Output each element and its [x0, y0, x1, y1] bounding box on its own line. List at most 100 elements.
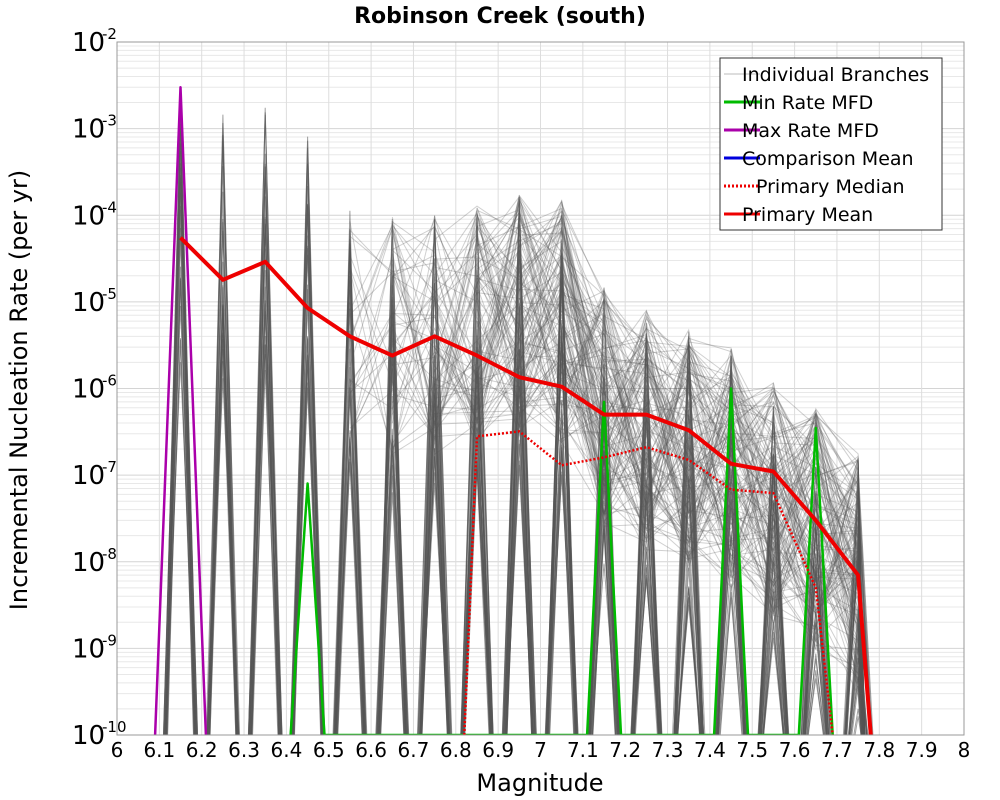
branch-spike [805, 622, 827, 735]
branch-tail [349, 231, 864, 735]
y-tick-exponent: -4 [102, 198, 117, 216]
branch-spike [759, 422, 788, 735]
x-tick-label: 6 [111, 738, 124, 762]
branch-tail [518, 275, 866, 735]
branch-spike [335, 430, 365, 735]
y-axis-label: Incremental Nucleation Rate (per yr) [5, 170, 33, 610]
branch-tail [518, 310, 866, 735]
branch-tail [434, 207, 865, 735]
branch-spike [805, 633, 827, 735]
branch-spike [375, 316, 410, 735]
branch-tail [391, 212, 866, 735]
branch-tail [518, 269, 864, 735]
branch-spike [806, 658, 826, 735]
legend-label: Individual Branches [742, 64, 929, 86]
branch-tail [349, 222, 864, 735]
branch-tail [391, 216, 865, 735]
x-tick-label: 7 [534, 738, 547, 762]
branch-tail [476, 283, 863, 735]
branch-spike [800, 413, 831, 735]
branch-spike [842, 466, 874, 735]
branch-tail [391, 249, 866, 735]
y-tick-label: 10-3 [72, 112, 117, 145]
branch-tail [476, 275, 865, 735]
branch-tail [476, 207, 863, 735]
branch-spike [546, 331, 577, 735]
branch-spike [289, 248, 326, 735]
branch-spike [504, 196, 535, 735]
branch-spike [807, 670, 824, 735]
y-tick-base: 10 [72, 548, 105, 578]
y-tick-label: 10-5 [72, 285, 117, 318]
branch-spike [250, 224, 280, 735]
branch-spike [251, 369, 280, 735]
branch-spike [849, 668, 867, 735]
branch-spike [463, 321, 491, 735]
branch-tail [391, 194, 863, 735]
branch-tail [561, 315, 864, 735]
branch-tail [476, 208, 865, 735]
branch-spike [289, 185, 326, 735]
branch-tail [434, 286, 865, 735]
branch-spike [807, 653, 825, 735]
legend-label: Max Rate MFD [742, 120, 879, 142]
branch-spike [806, 619, 826, 735]
branch-spike [676, 596, 702, 735]
series-lines [153, 86, 873, 735]
branch-spike [503, 349, 535, 735]
branch-spike [208, 221, 238, 735]
branch-spike [848, 608, 868, 735]
plot-border [116, 41, 965, 736]
branch-tail [391, 226, 865, 735]
branch-spike [503, 239, 536, 735]
branch-spike [505, 306, 533, 735]
y-tick-exponent: -3 [102, 112, 117, 130]
branch-spike [461, 222, 493, 735]
x-tick-label: 6.3 [228, 738, 260, 762]
branch-tail [476, 271, 865, 735]
branch-tail [391, 342, 865, 735]
branch-spike [380, 475, 405, 735]
y-tick-label: 10-8 [72, 545, 117, 578]
branch-spike [804, 611, 827, 735]
branch-tail [349, 199, 865, 735]
branch-spike [634, 567, 658, 735]
branch-tail [391, 219, 863, 735]
y-tick-base: 10 [72, 28, 105, 58]
branch-spike [762, 621, 784, 735]
branch-tail [518, 276, 865, 735]
branch-spike [421, 382, 448, 735]
branch-spike [804, 567, 827, 735]
branch-tail [476, 199, 865, 735]
branch-spike [165, 143, 196, 735]
branch-spike [757, 465, 790, 735]
branch-tail [476, 281, 865, 735]
x-tick-label: 7.3 [652, 738, 684, 762]
y-tick-label: 10-6 [72, 372, 117, 405]
series-line-1 [289, 387, 834, 735]
plot-frame [116, 41, 965, 736]
branch-tail [476, 210, 863, 735]
branch-tail [392, 214, 865, 735]
branch-tail [434, 209, 862, 735]
branch-spike [677, 587, 701, 735]
y-tick-exponent: -8 [102, 545, 117, 563]
x-tick-label: 7.9 [906, 738, 938, 762]
branch-tail [476, 265, 864, 735]
branch-tail [519, 339, 865, 735]
branch-tail [434, 215, 862, 735]
branch-tail [561, 209, 865, 735]
branch-spike [166, 235, 195, 735]
x-tick-label: 7.5 [736, 738, 768, 762]
branch-tail [434, 230, 865, 735]
branch-tail [392, 226, 864, 735]
branch-tail [476, 210, 864, 735]
y-tick-exponent: -7 [102, 458, 117, 476]
series-line-5 [179, 236, 873, 735]
branch-tail [561, 318, 863, 735]
branch-spike [207, 261, 239, 735]
branch-spike [591, 525, 617, 735]
legend-label: Comparison Mean [742, 148, 914, 170]
x-tick-label: 7.7 [821, 738, 853, 762]
